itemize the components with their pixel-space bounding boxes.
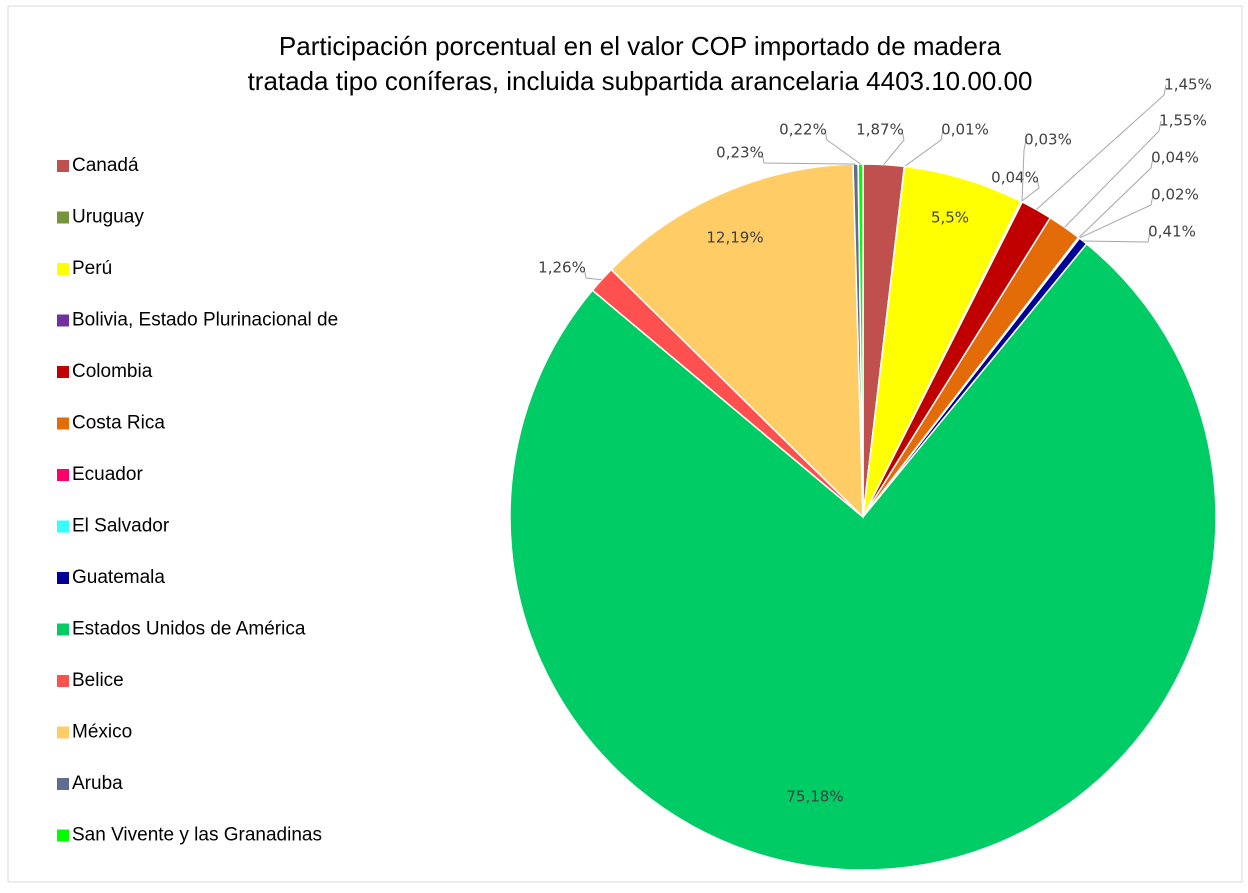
leader-line [883, 129, 905, 165]
leader-line [824, 129, 861, 165]
legend-swatch [57, 211, 69, 224]
legend-label: Perú [72, 258, 112, 279]
legend-label: México [72, 722, 132, 743]
data-label: 0,04% [991, 169, 1039, 187]
legend-label: Belice [72, 670, 124, 691]
data-label: 1,26% [538, 259, 586, 277]
leader-line [1021, 139, 1027, 202]
legend-swatch [57, 520, 69, 533]
legend-swatch [57, 829, 69, 842]
legend-swatch [57, 263, 69, 275]
chart-title: Participación porcentual en el valor COP… [279, 31, 1002, 61]
legend-swatch [57, 675, 69, 687]
leader-line [1078, 157, 1154, 239]
legend-label: Estados Unidos de América [72, 619, 306, 640]
legend-label: Guatemala [72, 567, 165, 588]
legend-label: Colombia [72, 361, 153, 382]
data-label: 1,87% [856, 121, 904, 139]
data-label: 0,04% [1151, 149, 1199, 167]
data-label: 1,55% [1159, 112, 1207, 130]
legend-swatch [57, 469, 69, 481]
leader-line [583, 267, 602, 281]
leader-line [761, 152, 856, 165]
legend-swatch [57, 623, 69, 636]
data-label: 0,41% [1148, 223, 1196, 241]
legend-label: El Salvador [72, 516, 170, 537]
pie-slice [857, 163, 864, 518]
leader-line [1079, 194, 1154, 239]
legend-swatch [57, 417, 69, 430]
data-label: 12,19% [706, 229, 763, 247]
data-label: 0,03% [1024, 131, 1072, 149]
legend-swatch [57, 314, 69, 327]
legend-label: Bolivia, Estado Plurinacional de [72, 310, 338, 331]
legend-swatch [57, 366, 69, 378]
leader-line [1036, 84, 1167, 210]
data-label: 1,45% [1164, 76, 1212, 94]
legend-swatch [57, 160, 69, 172]
data-label: 0,02% [1151, 186, 1199, 204]
legend-label: Canadá [72, 155, 139, 176]
chart-title: tratada tipo coníferas, incluida subpart… [248, 66, 1033, 96]
legend-swatch [57, 778, 69, 790]
data-label: 5,5% [931, 209, 969, 227]
leader-line [904, 129, 944, 167]
data-label: 0,23% [716, 144, 764, 162]
legend-swatch [57, 726, 69, 739]
pie-slice [610, 163, 864, 519]
data-label: 75,18% [786, 788, 843, 806]
legend-label: Costa Rica [72, 413, 165, 434]
leader-line [1064, 120, 1162, 228]
leader-line [1020, 177, 1040, 202]
legend-label: Ecuador [72, 464, 143, 485]
data-label: 0,22% [779, 121, 827, 139]
leader-line [1083, 231, 1151, 243]
legend-label: Uruguay [72, 207, 144, 228]
pie-slice [509, 242, 1217, 871]
data-label: 0,01% [941, 121, 989, 139]
legend-label: Aruba [72, 773, 123, 794]
legend-label: San Vivente y las Granadinas [72, 825, 322, 846]
legend-swatch [57, 572, 69, 584]
